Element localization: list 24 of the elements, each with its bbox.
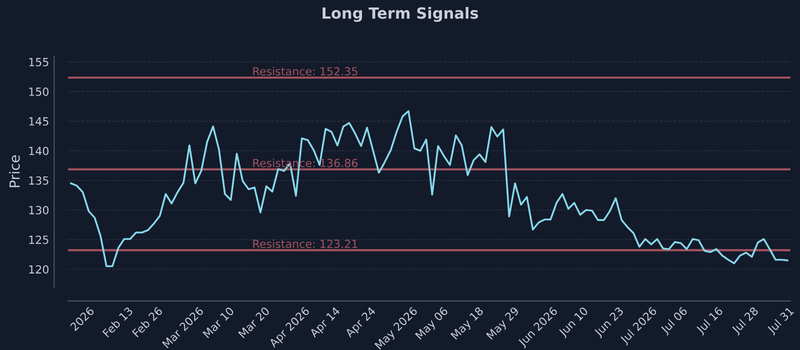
y-tick-label: 155 [29, 58, 48, 66]
y-axis-title: Price [9, 155, 20, 188]
ref-line-label: Resistance: 123.21 [253, 239, 358, 248]
x-tick-label: Mar 10 [202, 306, 234, 338]
y-tick-label: 125 [29, 236, 48, 244]
y-tick-label: 145 [29, 117, 48, 126]
y-tick-label: 150 [29, 88, 49, 96]
line-series [70, 110, 788, 268]
x-tick-label: Jun 10 [558, 306, 590, 338]
ref-line-label: Resistance: 152.35 [253, 66, 358, 76]
y-tick-label: 140 [29, 146, 49, 156]
x-tick-label: Apr 24 [344, 306, 378, 340]
x-tick-label: Jul 31 [766, 306, 796, 336]
x-tick-label: Feb 13 [102, 306, 134, 338]
y-tick-label: 135 [29, 176, 48, 185]
x-tick-label: Apr 14 [309, 306, 342, 340]
x-tick-label: Mar 20 [238, 306, 270, 338]
x-tick-label: Jul 16 [695, 306, 725, 336]
x-tick-label: Jul 06 [660, 306, 690, 336]
y-tick-label: 130 [29, 206, 49, 214]
y-tick-label: 120 [29, 265, 49, 274]
x-tick-label: Feb 26 [132, 306, 163, 338]
x-tick-label: Jul 28 [730, 306, 760, 336]
chart-title: Long Term Signals [322, 7, 478, 22]
